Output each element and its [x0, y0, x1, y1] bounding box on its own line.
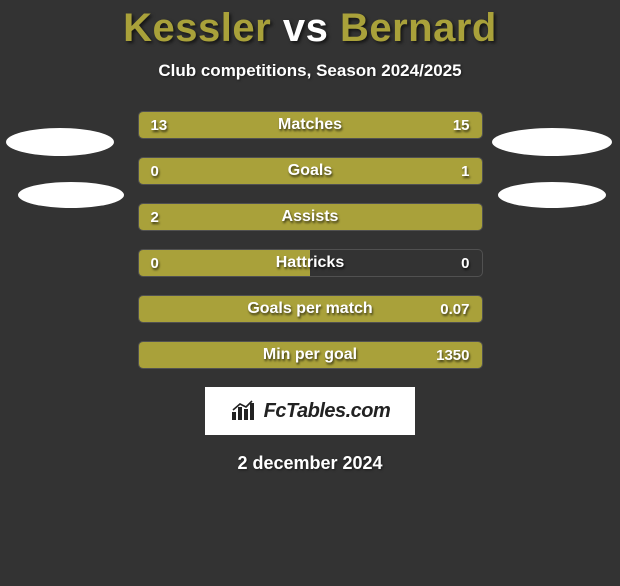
- player-badge-ellipse: [18, 182, 124, 208]
- player-badge-ellipse: [498, 182, 606, 208]
- comparison-title: Kessler vs Bernard: [0, 6, 620, 51]
- stats-bars: 1315Matches01Goals2Assists00Hattricks0.0…: [138, 111, 483, 369]
- stat-value-left: 0: [151, 250, 159, 276]
- stat-row: 01Goals: [138, 157, 483, 185]
- stat-bar-left: [139, 296, 180, 322]
- stat-value-right: 0: [461, 250, 469, 276]
- player1-name: Kessler: [123, 6, 271, 50]
- player-badge-ellipse: [492, 128, 612, 156]
- stat-value-left: 2: [151, 204, 159, 230]
- player2-name: Bernard: [340, 6, 497, 50]
- stat-row: 00Hattricks: [138, 249, 483, 277]
- stat-value-right: 15: [453, 112, 470, 138]
- subtitle: Club competitions, Season 2024/2025: [0, 61, 620, 81]
- stat-value-right: 0.07: [440, 296, 469, 322]
- stat-value-left: 13: [151, 112, 168, 138]
- logo-box: FcTables.com: [205, 387, 415, 435]
- stat-bar-right: [180, 296, 482, 322]
- stat-bar-left: [139, 158, 201, 184]
- stat-row: 0.07Goals per match: [138, 295, 483, 323]
- stat-value-right: 1: [461, 158, 469, 184]
- stat-value-left: 0: [151, 158, 159, 184]
- logo-text: FcTables.com: [264, 400, 391, 423]
- stat-bar-left: [139, 342, 180, 368]
- vs-text: vs: [283, 6, 329, 50]
- stat-row: 1315Matches: [138, 111, 483, 139]
- stat-row: 1350Min per goal: [138, 341, 483, 369]
- stat-bar-left: [139, 204, 482, 230]
- stat-bar-right: [200, 158, 481, 184]
- logo-chart-icon: [230, 400, 258, 422]
- player-badge-ellipse: [6, 128, 114, 156]
- footer-date: 2 december 2024: [0, 453, 620, 474]
- stat-row: 2Assists: [138, 203, 483, 231]
- stat-value-right: 1350: [436, 342, 469, 368]
- stat-bar-left: [139, 250, 311, 276]
